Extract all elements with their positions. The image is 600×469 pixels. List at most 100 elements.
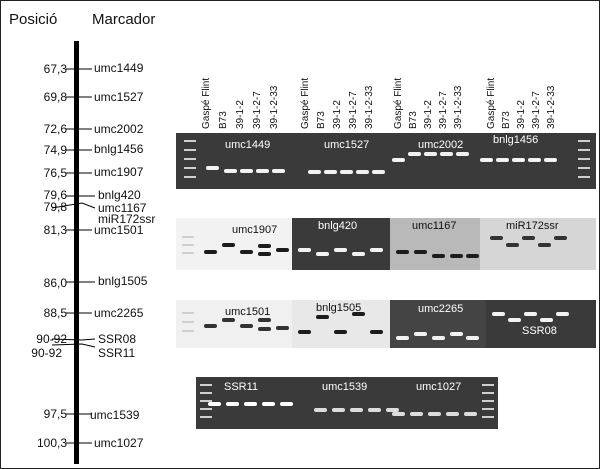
- ladder-band: [184, 149, 196, 151]
- gel-band: [258, 252, 271, 256]
- gel-label: bnlg1505: [316, 302, 362, 314]
- map-marker: umc1449: [94, 61, 144, 75]
- gel-band: [240, 250, 253, 254]
- lane-label: 39-1-2: [235, 100, 246, 129]
- lane-label: Gaspé Flint: [393, 77, 404, 129]
- lane-label: B73: [408, 111, 419, 129]
- gel-band: [544, 158, 557, 162]
- ladder-band: [182, 321, 194, 323]
- gel-band: [372, 170, 385, 174]
- lane-label: 39-1-2: [423, 100, 434, 129]
- lane-label: 39-1-2-7: [252, 91, 263, 129]
- map-position: 90-92: [31, 346, 62, 360]
- gel-band: [538, 243, 551, 247]
- gel-band: [222, 318, 235, 322]
- gel-band: [456, 152, 469, 156]
- lane-label: 39-1-2-33: [546, 85, 557, 129]
- gel-band: [408, 152, 421, 156]
- gel-band: [262, 402, 275, 406]
- ladder-band: [578, 158, 590, 160]
- ladder-band: [578, 167, 590, 169]
- ladder-band: [482, 400, 494, 402]
- ladder-band: [184, 167, 196, 169]
- gel-band: [528, 158, 541, 162]
- ladder-band: [578, 149, 590, 151]
- gel-band: [432, 336, 445, 340]
- ladder-band: [200, 384, 212, 386]
- lane-label: 39-1-2-33: [364, 85, 375, 129]
- gel-band: [280, 402, 293, 406]
- gel-band: [508, 318, 521, 322]
- map-position: 100,3: [36, 436, 67, 450]
- gel-band: [308, 170, 321, 174]
- gel-band: [540, 318, 553, 322]
- ladder-band: [182, 330, 194, 332]
- gel-band: [316, 252, 329, 256]
- ladder-band: [482, 392, 494, 394]
- gel-umc2265: [390, 300, 486, 348]
- gel-band: [392, 412, 405, 416]
- gel-band: [368, 408, 381, 412]
- gel-band: [410, 412, 423, 416]
- ladder-band: [184, 158, 196, 160]
- lane-label: B73: [316, 111, 327, 129]
- gel-band: [324, 170, 337, 174]
- gel-bnlg420: [292, 218, 390, 270]
- lane-label: 39-1-2-33: [269, 85, 280, 129]
- gel-band: [298, 248, 311, 252]
- gel-band: [204, 324, 217, 328]
- gel-band: [352, 252, 365, 256]
- gel-band: [314, 408, 327, 412]
- gel-band: [352, 312, 365, 316]
- chromosome-bar: [74, 41, 79, 464]
- gel-label: umc1527: [324, 139, 370, 151]
- gel-ssr08: [486, 300, 596, 348]
- ladder-band: [482, 384, 494, 386]
- ladder-band: [200, 400, 212, 402]
- gel-band: [466, 254, 479, 258]
- map-position: 67,3: [43, 62, 67, 76]
- lane-label: 39-1-2-7: [438, 91, 449, 129]
- gel-band: [450, 254, 463, 258]
- map-marker: bnlg1456: [94, 142, 144, 156]
- gel-band: [386, 408, 399, 412]
- gel-band: [222, 243, 235, 247]
- map-position: 97,5: [43, 407, 67, 421]
- gel-label: umc1501: [225, 306, 271, 318]
- gel-label: bnlg1456: [493, 134, 539, 146]
- ladder-band: [482, 408, 494, 410]
- map-marker: SSR11: [98, 346, 136, 360]
- map-marker: miR172ssr: [98, 212, 156, 226]
- gel-band: [258, 244, 271, 248]
- lane-label: Gaspé Flint: [300, 77, 311, 129]
- map-position: 76,5: [43, 166, 67, 180]
- ladder-band: [184, 140, 196, 142]
- gel-band: [240, 324, 253, 328]
- ladder-band: [578, 140, 590, 142]
- gel-label: bnlg420: [318, 220, 358, 232]
- map-position: 74,9: [43, 143, 67, 157]
- gel-band: [204, 250, 217, 254]
- map-position: 86,0: [43, 276, 67, 290]
- gel-band: [332, 408, 345, 412]
- map-marker: umc1907: [94, 165, 144, 179]
- gel-band: [226, 402, 239, 406]
- gel-band: [370, 248, 383, 252]
- lane-label: 39-1-2-7: [348, 91, 359, 129]
- gel-label: umc1539: [322, 381, 368, 393]
- gel-band: [244, 402, 257, 406]
- map-marker: umc1027: [94, 436, 144, 450]
- map-marker: bnlg420: [98, 188, 141, 202]
- gel-band: [506, 243, 519, 247]
- gel-band: [424, 152, 437, 156]
- gel-band: [258, 318, 271, 322]
- gel-band: [356, 170, 369, 174]
- ladder-band: [578, 176, 590, 178]
- gel-band: [224, 169, 237, 173]
- lane-label: Gaspé Flint: [486, 77, 497, 129]
- ladder-band: [182, 252, 194, 254]
- gel-band: [524, 312, 537, 316]
- map-marker: umc2002: [94, 122, 144, 136]
- map-position: 90-92: [36, 332, 67, 346]
